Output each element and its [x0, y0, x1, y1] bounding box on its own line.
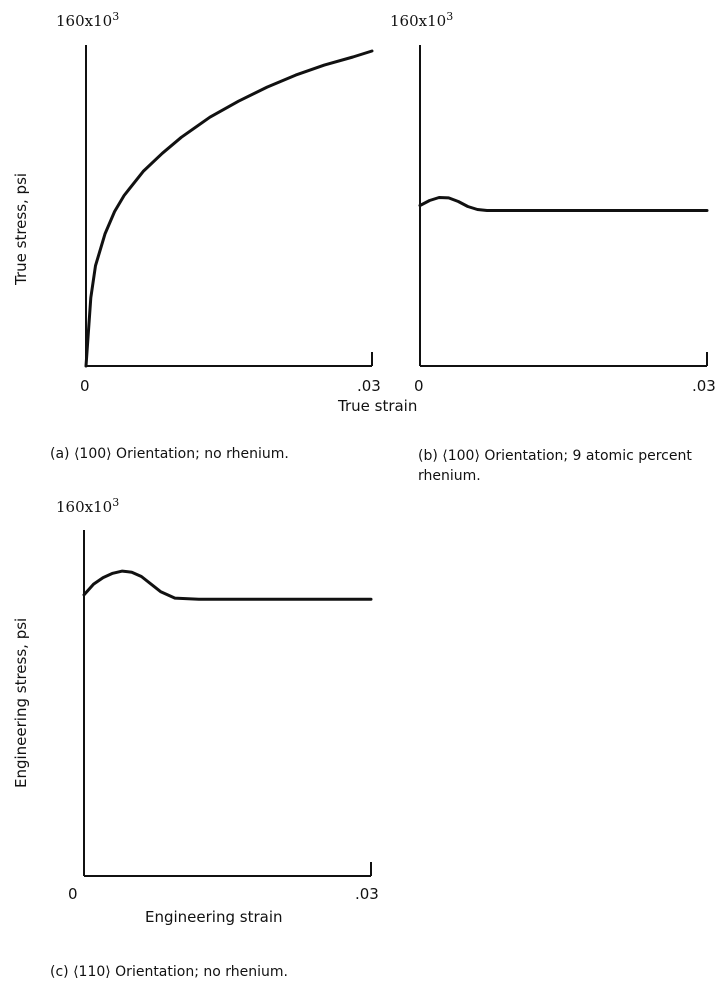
true-strain-x-axis-label: True strain	[338, 397, 418, 415]
panel-a-y-axis-label: True stress, psi	[12, 172, 30, 285]
panel-a-caption: (a) ⟨100⟩ Orientation; no rhenium.	[50, 446, 289, 462]
panel-c-y-top-label: 160x103	[56, 496, 120, 516]
panel-c-x-tick-max: .03	[355, 885, 379, 903]
panel-c-series-0-line	[82, 569, 373, 601]
panel-b-series-0-line	[418, 196, 709, 212]
panel-b-y-top-label: 160x103	[390, 10, 454, 30]
panel-b-x-tick-0: 0	[414, 377, 424, 395]
panel-c-caption: (c) ⟨110⟩ Orientation; no rhenium.	[50, 964, 288, 980]
panel-a-x-tick-0: 0	[80, 377, 90, 395]
panel-a-y-top-label: 160x103	[56, 10, 120, 30]
panel-b-x-tick-max: .03	[692, 377, 716, 395]
panel-b-caption: (b) ⟨100⟩ Orientation; 9 atomic percent …	[418, 448, 692, 484]
panel-a-series-0-line	[84, 49, 374, 368]
panel-a-x-tick-max: .03	[357, 377, 381, 395]
panel-c-y-axis-label: Engineering stress, psi	[12, 617, 30, 788]
panel-c-x-tick-0: 0	[68, 885, 78, 903]
panel-c-x-axis-label: Engineering strain	[145, 908, 283, 926]
